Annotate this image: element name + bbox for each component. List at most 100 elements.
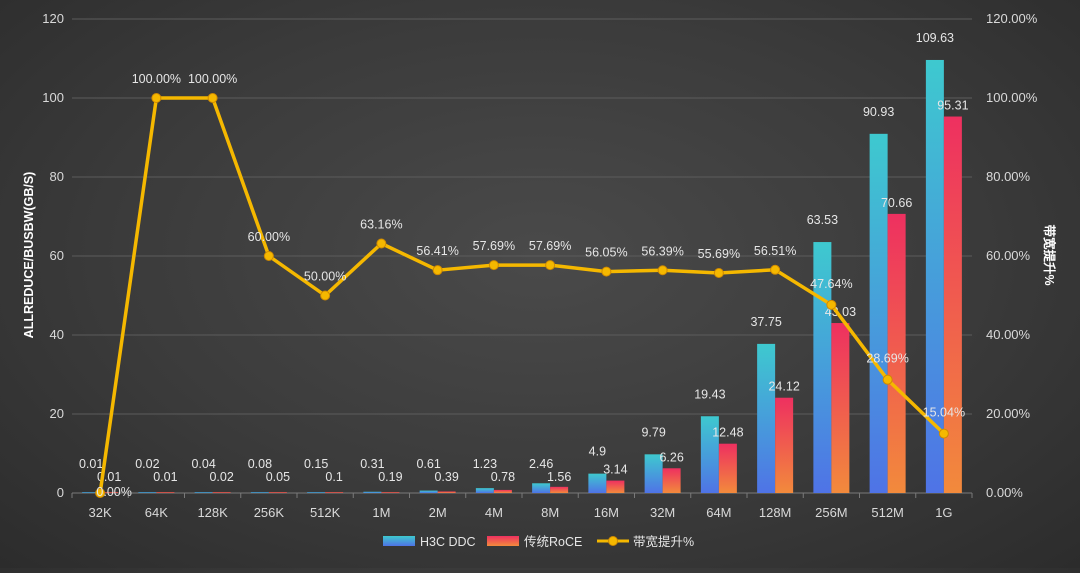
line-point [488,260,499,271]
bar [662,468,681,493]
bars [82,59,962,494]
bar-data-label: 0.08 [248,457,272,471]
gridlines [71,18,973,498]
bar-data-label: 109.63 [916,31,954,45]
line-data-label: 60.00% [248,230,290,244]
x-tick-label: 32K [89,505,112,520]
x-tick-label: 256M [815,505,848,520]
line-data-label: 63.16% [360,218,402,232]
bar-data-label: 0.78 [491,470,515,484]
y2-tick-label: 120.00% [986,11,1038,26]
line-point [95,488,106,498]
bar-data-label: 1.23 [473,457,497,471]
bar-data-label: 0.39 [434,470,458,484]
line-point [320,290,331,301]
bar [250,492,269,493]
line-data-label: 56.51% [754,244,796,258]
legend: H3C DDC 传统RoCE 带宽提升% [383,534,694,549]
y-tick-label: 60 [50,248,64,263]
bar-data-label: 70.66 [881,196,912,210]
bar [644,454,663,493]
x-tick-label: 256K [254,505,285,520]
bar-data-label: 0.02 [135,457,159,471]
y2-tick-label: 60.00% [986,248,1031,263]
bar [757,343,776,493]
line-data-label: 15.04% [923,406,965,420]
x-tick-label: 1M [372,505,390,520]
legend-label-h3c: H3C DDC [420,535,476,549]
bar-data-label: 12.48 [712,426,743,440]
line-data-label: 56.41% [416,244,458,258]
bar [268,492,287,493]
bar-data-label: 0.04 [191,457,215,471]
bar [194,492,213,493]
line-point [882,374,893,385]
bar [831,323,850,493]
bar-data-label: 1.56 [547,470,571,484]
line-point [770,264,781,275]
bar [700,416,719,493]
line-point [545,260,556,271]
x-tick-label: 64M [706,505,731,520]
bar [550,486,569,493]
y2-axis-title: 带宽提升% [1042,224,1057,285]
bar-data-label: 0.15 [304,457,328,471]
line-data-label: 57.69% [473,239,515,253]
bar-labels: 0.01 0.02 0.04 0.08 0.15 0.31 0.61 1.23 2.464.99… [79,31,969,484]
x-tick-label: 1G [935,505,952,520]
bar-data-label: 0.01 [153,470,177,484]
line-point [263,251,274,261]
x-tick-label: 2M [429,505,447,520]
bar-data-label: 0.31 [360,457,384,471]
y-tick-label: 20 [50,406,64,421]
bar [212,492,231,493]
line-point [376,238,387,249]
x-tick-label: 4M [485,505,503,520]
bar-data-label: 9.79 [641,425,665,439]
legend-label-line: 带宽提升% [633,534,694,549]
x-tick-label: 512K [310,505,341,520]
bar-data-label: 4.9 [589,445,606,459]
bar [325,492,344,493]
x-tick-label: 64K [145,505,168,520]
bar [82,492,101,493]
line-point [432,265,443,276]
line-data-label: 55.69% [698,247,740,261]
bar [943,116,962,493]
line-data-label: 50.00% [304,270,346,284]
x-tick-label: 32M [650,505,675,520]
line-data-label: 100.00% [188,72,237,86]
line-point [713,268,724,279]
bar-data-label: 63.53 [807,213,838,227]
bar [887,213,906,493]
x-tick-label: 512M [871,505,904,520]
bar-data-label: 95.31 [937,99,968,113]
bar-data-label: 0.61 [416,457,440,471]
line-data-label: 28.69% [866,352,908,366]
bar [869,133,888,493]
bar-data-label: 0.02 [209,470,233,484]
x-tick-label: 8M [541,505,559,520]
line-data-label: 0.00% [96,485,131,499]
bar [307,492,326,493]
bar [718,443,737,493]
y2-tick-label: 20.00% [986,406,1031,421]
line-point [207,93,218,103]
bar-data-label: 2.46 [529,457,553,471]
line-data-label: 56.05% [585,246,627,260]
bar [381,492,400,493]
bar [925,59,944,494]
x-tick-label: 16M [594,505,619,520]
bar-data-label: 0.01 [79,457,103,471]
bar-data-label: 6.26 [659,450,683,464]
line-path [98,96,946,494]
bar-data-label: 3.14 [603,463,627,477]
legend-swatch-h3c [383,536,415,546]
line-point [151,93,162,103]
bar [475,488,494,493]
y2-tick-label: 100.00% [986,90,1038,105]
bar-data-label: 0.05 [266,470,290,484]
bar [419,490,438,493]
bar-data-label: 0.19 [378,470,402,484]
